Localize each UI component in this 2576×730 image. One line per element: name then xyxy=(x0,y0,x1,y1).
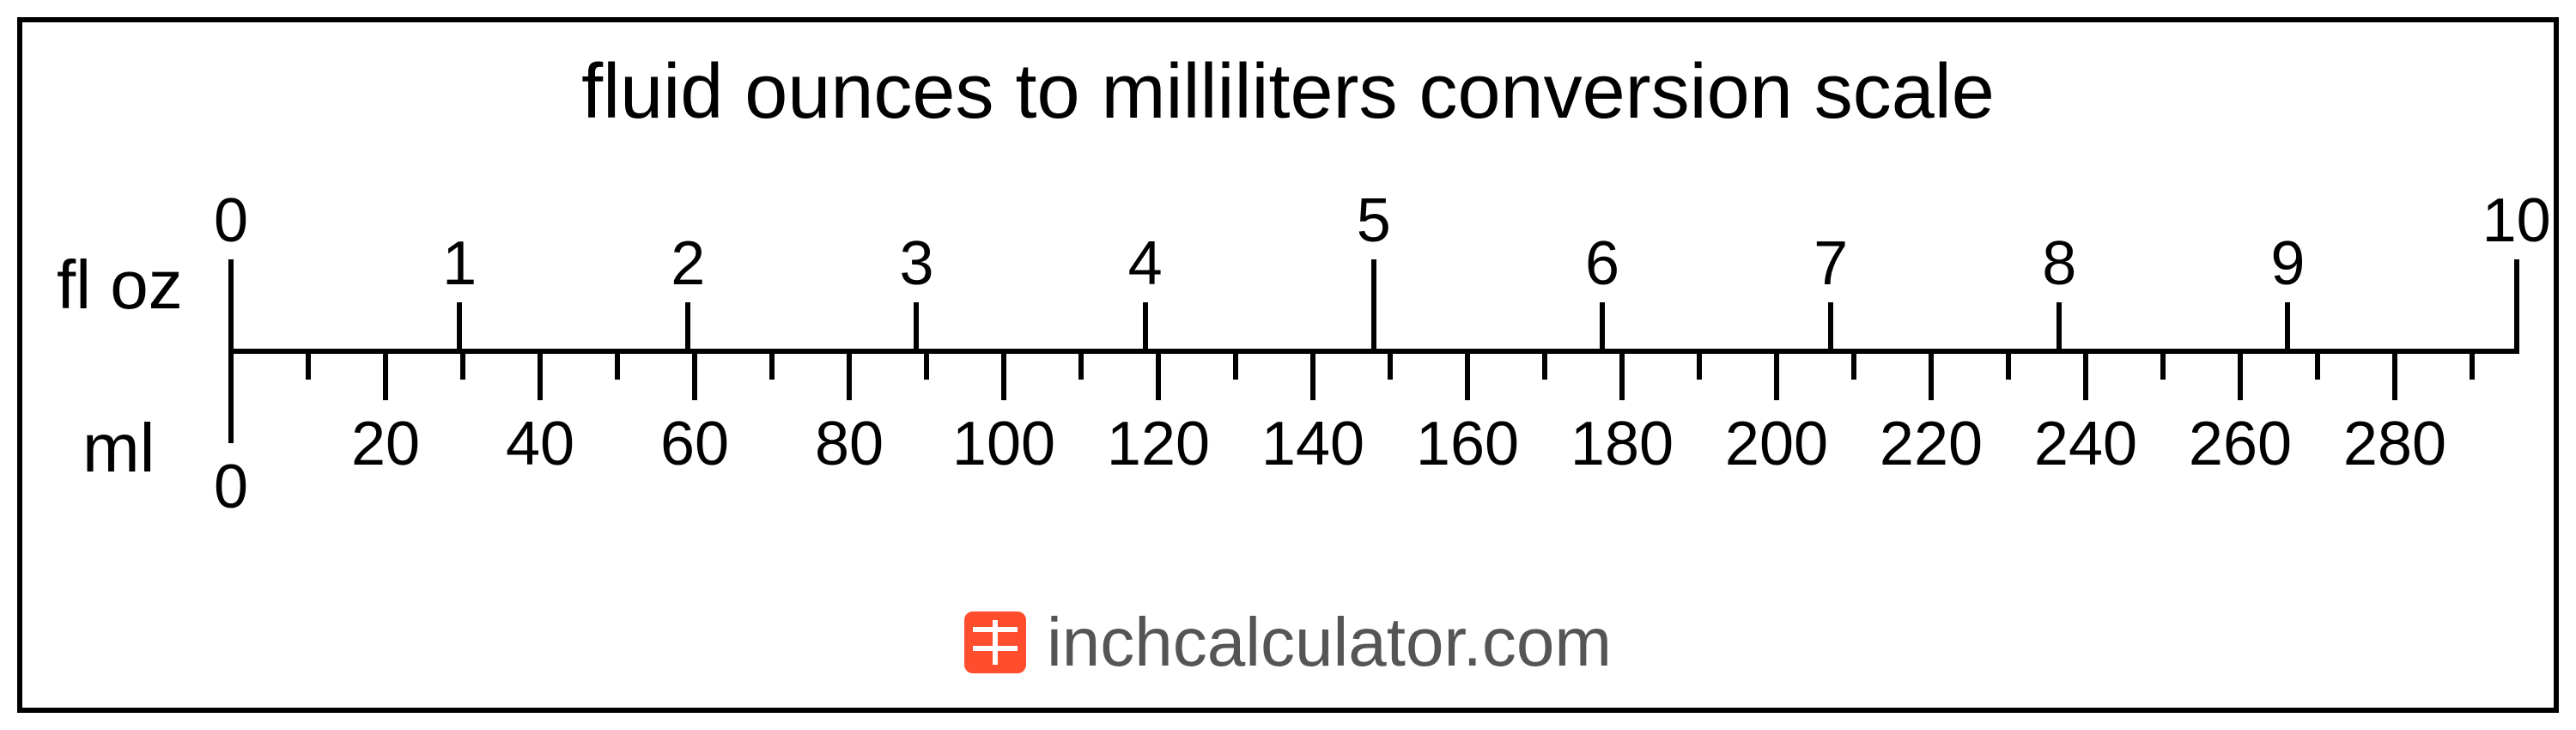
bottom-tick-label: 160 xyxy=(1416,409,1519,479)
bottom-tick xyxy=(1078,349,1084,380)
bottom-tick-label: 280 xyxy=(2343,409,2446,479)
bottom-tick xyxy=(615,349,620,380)
top-tick-label: 2 xyxy=(671,228,705,299)
conversion-scale: 0123456789100204060801001201401601802002… xyxy=(228,194,2530,538)
top-tick xyxy=(685,302,690,354)
bottom-tick xyxy=(383,349,388,400)
bottom-tick xyxy=(2392,349,2397,400)
bottom-tick-label: 240 xyxy=(2034,409,2137,479)
top-tick-label: 7 xyxy=(1814,228,1848,299)
bottom-tick xyxy=(306,349,311,380)
bottom-unit-label: ml xyxy=(82,409,155,488)
bottom-tick xyxy=(1851,349,1856,380)
bottom-tick xyxy=(692,349,697,400)
diagram-frame: fluid ounces to milliliters conversion s… xyxy=(17,17,2559,713)
bottom-tick-label: 120 xyxy=(1107,409,1210,479)
bottom-tick xyxy=(2160,349,2166,380)
top-tick-label: 10 xyxy=(2482,186,2551,256)
bottom-tick xyxy=(769,349,775,380)
bottom-tick-label: 260 xyxy=(2189,409,2292,479)
top-tick xyxy=(2057,302,2062,354)
bottom-tick xyxy=(2083,349,2088,400)
bottom-tick xyxy=(1388,349,1393,380)
bottom-tick-label: 80 xyxy=(815,409,884,479)
bottom-tick xyxy=(1542,349,1547,380)
top-tick xyxy=(1143,302,1148,354)
bottom-tick xyxy=(2238,349,2243,400)
footer-text: inchcalculator.com xyxy=(1047,603,1612,682)
top-tick xyxy=(1600,302,1605,354)
calculator-icon xyxy=(964,611,1026,673)
top-tick-label: 5 xyxy=(1357,186,1391,256)
bottom-tick xyxy=(1156,349,1161,400)
bottom-tick xyxy=(1233,349,1238,380)
bottom-tick xyxy=(1619,349,1625,400)
top-tick-label: 8 xyxy=(2042,228,2076,299)
top-tick-label: 6 xyxy=(1585,228,1619,299)
bottom-tick-label: 200 xyxy=(1725,409,1828,479)
bottom-tick xyxy=(2470,349,2475,380)
bottom-tick xyxy=(2315,349,2320,380)
top-tick-label: 0 xyxy=(214,186,248,256)
bottom-tick-label: 60 xyxy=(660,409,729,479)
top-tick xyxy=(1371,259,1376,354)
bottom-tick-label: 0 xyxy=(214,452,248,522)
diagram-title: fluid ounces to milliliters conversion s… xyxy=(22,48,2554,137)
bottom-tick xyxy=(1697,349,1702,380)
top-tick-label: 1 xyxy=(442,228,477,299)
bottom-tick-label: 40 xyxy=(506,409,574,479)
bottom-tick-label: 220 xyxy=(1880,409,1983,479)
bottom-tick xyxy=(924,349,929,380)
bottom-tick xyxy=(1001,349,1006,400)
top-tick-label: 3 xyxy=(899,228,933,299)
bottom-tick xyxy=(1310,349,1315,400)
bottom-tick xyxy=(538,349,543,400)
bottom-tick-label: 180 xyxy=(1571,409,1674,479)
bottom-tick xyxy=(2006,349,2011,380)
top-tick xyxy=(457,302,462,354)
top-unit-label: fl oz xyxy=(57,246,183,325)
bottom-tick-label: 140 xyxy=(1261,409,1364,479)
bottom-tick xyxy=(460,349,465,380)
top-tick xyxy=(228,259,234,354)
top-tick xyxy=(914,302,919,354)
bottom-tick-label: 20 xyxy=(351,409,420,479)
top-tick xyxy=(2285,302,2290,354)
bottom-tick xyxy=(1929,349,1934,400)
top-tick xyxy=(1828,302,1833,354)
bottom-tick xyxy=(1465,349,1470,400)
top-tick-label: 4 xyxy=(1128,228,1163,299)
bottom-tick xyxy=(1774,349,1779,400)
bottom-tick xyxy=(228,349,234,443)
bottom-tick xyxy=(847,349,852,400)
footer: inchcalculator.com xyxy=(22,603,2554,682)
top-tick-label: 9 xyxy=(2270,228,2305,299)
bottom-tick-label: 100 xyxy=(952,409,1055,479)
top-tick xyxy=(2514,259,2519,354)
